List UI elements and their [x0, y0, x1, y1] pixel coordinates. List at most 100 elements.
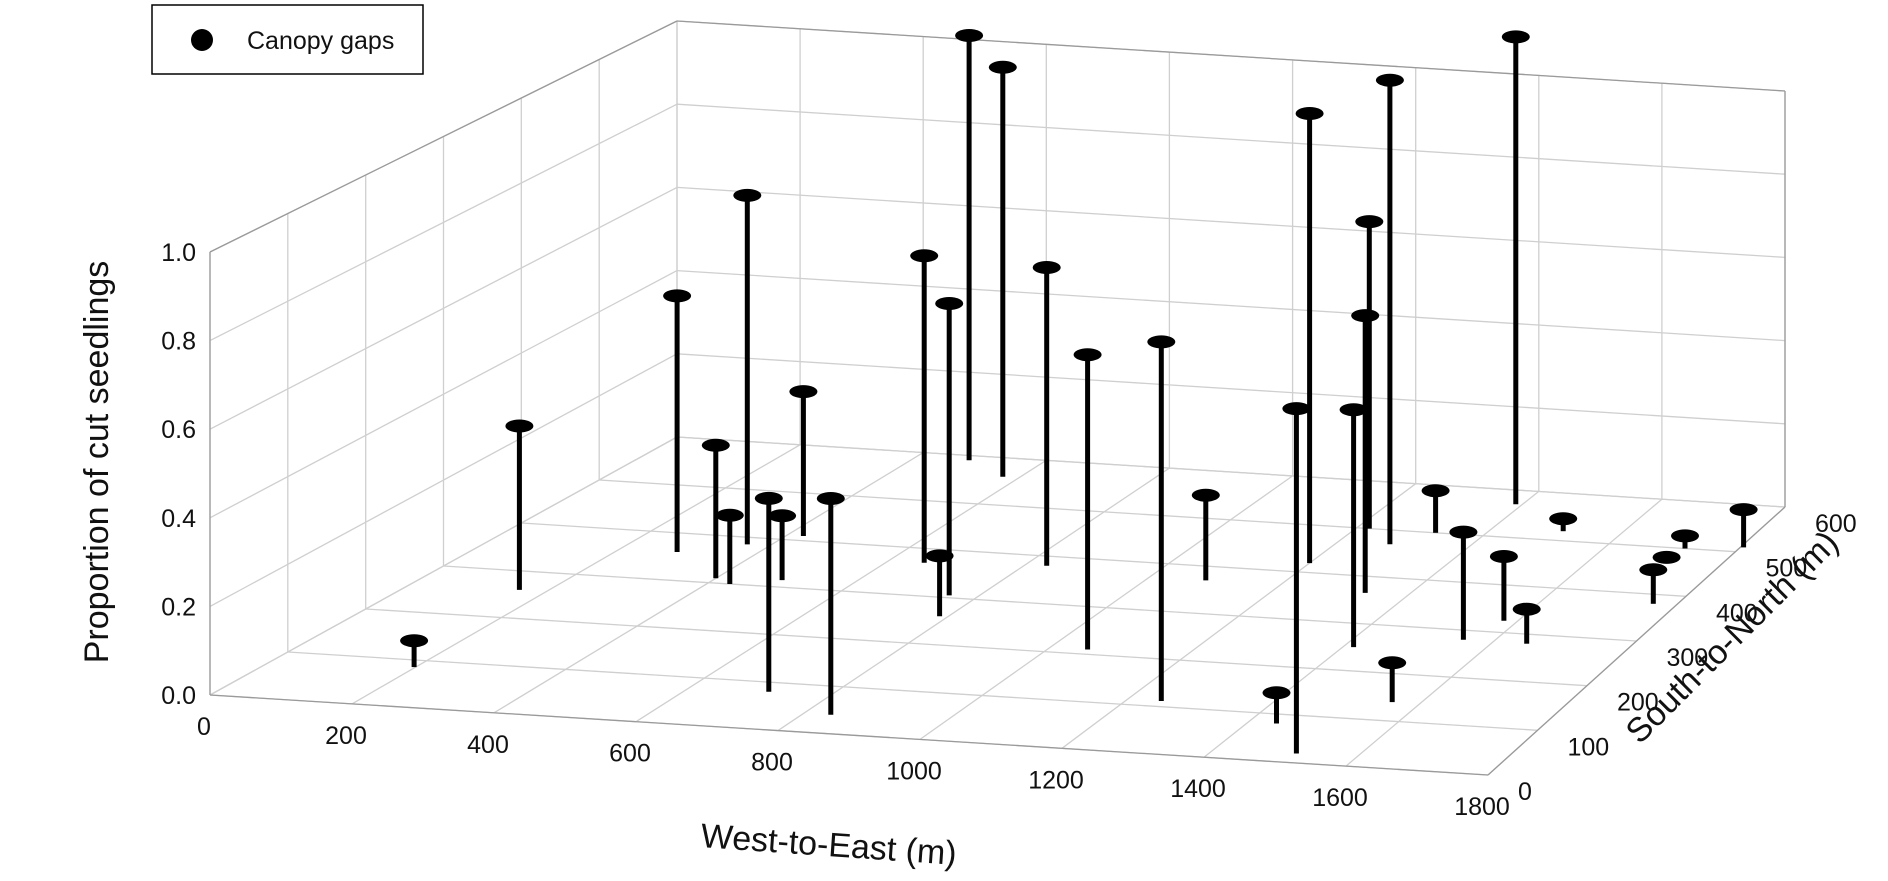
data-point — [789, 385, 818, 536]
data-point — [910, 249, 939, 563]
z-tick-label: 0.0 — [161, 682, 196, 710]
back-wall-grid-line — [676, 436, 1786, 508]
x-tick-label: 800 — [751, 749, 793, 777]
data-point-marker — [955, 29, 984, 42]
data-point — [1375, 73, 1404, 545]
y-tick-label: 500 — [1766, 555, 1808, 583]
x-tick-label: 200 — [325, 722, 367, 750]
x-axis-line — [209, 694, 1489, 776]
data-point — [1351, 309, 1380, 593]
left-wall-grid-line — [209, 353, 678, 607]
data-point — [1147, 335, 1176, 701]
z-tick-label: 0.6 — [161, 416, 196, 444]
data-point — [1032, 261, 1061, 566]
data-point-marker — [1073, 348, 1102, 362]
data-point-marker — [816, 492, 845, 505]
back-top-edge — [676, 20, 1786, 92]
data-point — [1639, 563, 1668, 604]
x-tick-label: 0 — [197, 713, 211, 741]
left-wall-grid-line — [209, 186, 678, 430]
z-axis-title: Proportion of cut seedlings — [78, 261, 116, 664]
x-tick-label: 1800 — [1454, 793, 1510, 821]
data-point — [1449, 525, 1478, 640]
data-point-marker — [1295, 107, 1324, 120]
data-point-marker — [715, 508, 744, 522]
data-point-marker — [1282, 402, 1311, 416]
data-point-marker — [1262, 686, 1291, 700]
data-point — [1191, 488, 1220, 581]
x-axis-title: West-to-East (m) — [700, 817, 958, 873]
data-point — [1489, 550, 1518, 621]
data-point-marker — [1449, 525, 1478, 539]
left-wall-grid-line — [209, 103, 678, 342]
data-point — [935, 297, 964, 596]
data-point-marker — [1671, 529, 1699, 543]
y-axis-line — [1487, 506, 1786, 776]
data-point — [1729, 503, 1758, 548]
legend-label: Canopy gaps — [247, 27, 394, 55]
y-tick-label: 200 — [1617, 689, 1659, 717]
data-point — [1549, 512, 1578, 532]
z-tick-label: 0.8 — [161, 328, 196, 356]
x-tick-label: 600 — [609, 740, 651, 768]
data-point-marker — [1032, 261, 1061, 274]
y-tick-label: 300 — [1667, 644, 1709, 672]
data-point-marker — [505, 419, 534, 433]
y-tick-label: 100 — [1568, 733, 1610, 761]
y-tick-label: 0 — [1518, 778, 1532, 806]
data-point — [1652, 550, 1681, 564]
data-point — [1339, 403, 1368, 648]
back-wall-grid-line — [676, 353, 1786, 425]
left-wall-grid-line — [209, 270, 678, 519]
tick-labels: 0 200 400 600 800 1000 1200 1400 1600 18000100200… — [161, 239, 1856, 821]
data-point — [505, 419, 534, 590]
floor-grid-line — [287, 651, 1538, 731]
data-point — [663, 289, 692, 552]
data-point-marker — [1652, 550, 1681, 564]
floor-grid-line — [443, 565, 1637, 642]
data-point — [816, 492, 845, 715]
data-point — [715, 508, 744, 584]
data-point-marker — [789, 385, 818, 399]
left-top-edge — [209, 20, 678, 253]
data-point — [988, 60, 1017, 477]
data-point — [1501, 30, 1530, 505]
grid-lines — [209, 20, 1786, 776]
data-point-marker — [1489, 550, 1518, 563]
legend: Canopy gaps — [151, 4, 424, 75]
data-point-marker — [768, 509, 797, 523]
data-point-marker — [1421, 484, 1450, 498]
data-point — [1282, 402, 1311, 754]
data-point — [955, 29, 984, 461]
y-tick-label: 400 — [1716, 599, 1758, 627]
data-point-marker — [663, 289, 692, 303]
z-tick-label: 0.4 — [161, 505, 196, 533]
data-point-marker — [1351, 309, 1380, 323]
x-tick-label: 1600 — [1312, 784, 1368, 812]
x-tick-label: 400 — [467, 731, 509, 759]
data-point-marker — [1512, 602, 1541, 616]
data-point-marker — [400, 634, 429, 648]
back-wall-grid-line — [676, 103, 1786, 175]
z-tick-label: 0.2 — [161, 593, 196, 621]
legend-marker-icon — [191, 29, 213, 51]
data-point-marker — [754, 491, 783, 505]
data-point-marker — [1191, 488, 1220, 502]
data-point — [1295, 107, 1324, 564]
data-point-marker — [935, 297, 964, 310]
data-point — [768, 509, 797, 581]
data-point-marker — [1639, 563, 1668, 577]
data-point-marker — [925, 549, 954, 563]
data-point-marker — [1375, 73, 1404, 87]
floor-grid-line — [365, 608, 1588, 687]
data-point-marker — [701, 438, 730, 452]
data-point — [1671, 529, 1699, 549]
data-point — [1262, 686, 1291, 724]
data-point-marker — [1378, 656, 1407, 670]
back-wall-grid-line — [676, 269, 1786, 342]
data-point — [701, 438, 730, 579]
data-point — [1355, 215, 1384, 529]
data-point — [1421, 484, 1450, 533]
data-point-marker — [1147, 335, 1176, 349]
